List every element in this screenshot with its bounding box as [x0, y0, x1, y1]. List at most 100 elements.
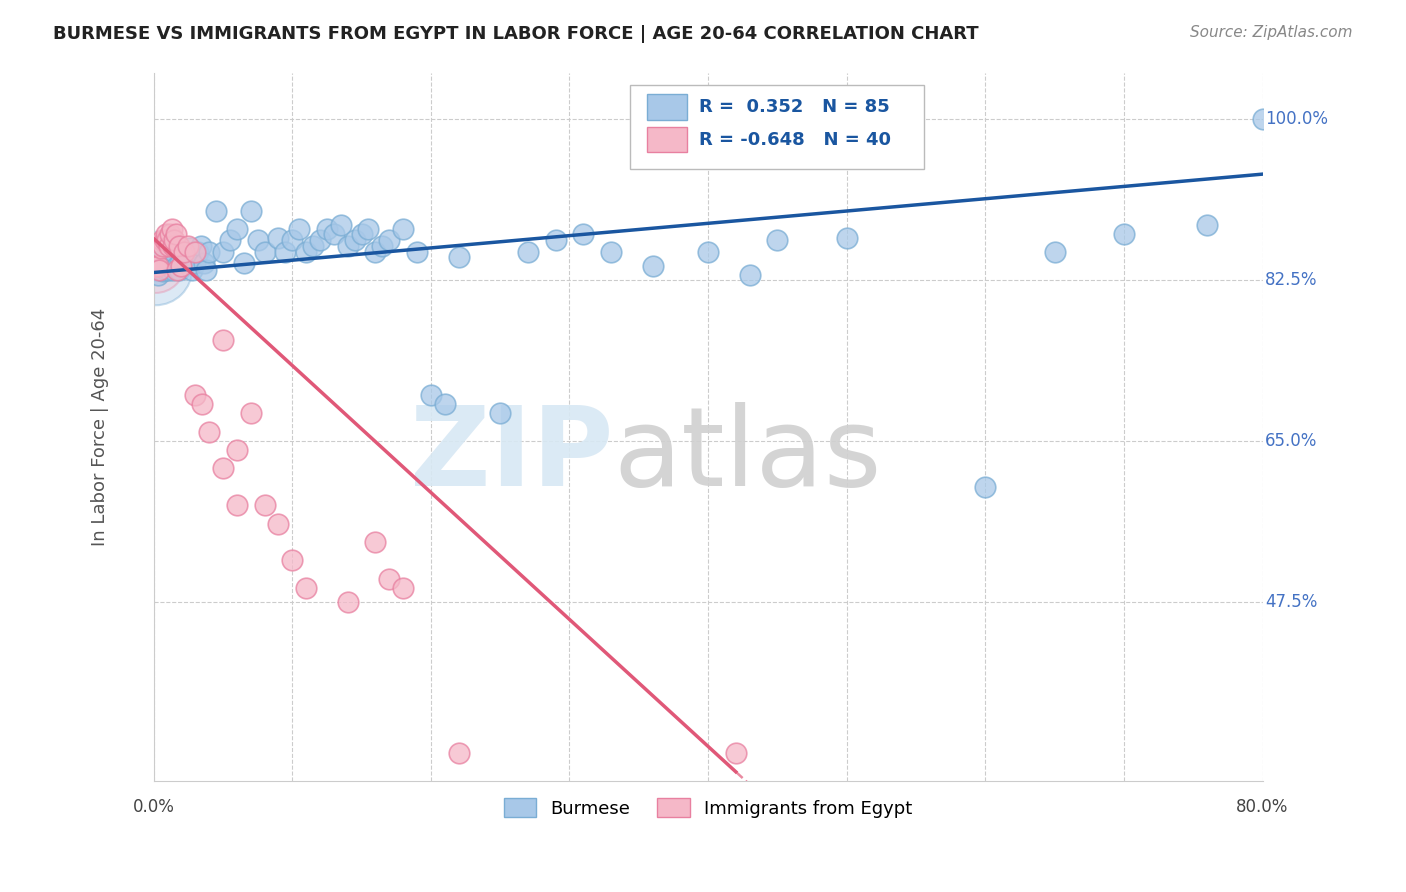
Point: [150, 260, 173, 275]
Text: Source: ZipAtlas.com: Source: ZipAtlas.com: [1189, 25, 1353, 40]
Text: 100.0%: 100.0%: [1265, 110, 1327, 128]
Point: [145, 262, 167, 277]
Point: [148, 262, 170, 277]
Point: [225, 442, 247, 457]
Text: 47.5%: 47.5%: [1265, 592, 1317, 611]
Point: [253, 245, 276, 260]
Point: [378, 572, 401, 586]
Point: [156, 233, 179, 247]
Point: [156, 257, 179, 271]
Point: [1043, 245, 1066, 260]
Point: [166, 262, 188, 277]
Point: [419, 388, 441, 402]
Point: [281, 233, 304, 247]
Point: [184, 388, 207, 402]
Point: [187, 245, 209, 260]
Point: [1197, 218, 1219, 232]
Point: [288, 222, 311, 236]
Point: [145, 259, 167, 273]
Point: [274, 245, 297, 260]
Point: [165, 227, 187, 241]
Text: ZIP: ZIP: [411, 401, 614, 508]
Point: [159, 256, 181, 270]
FancyBboxPatch shape: [647, 95, 688, 120]
Text: 80.0%: 80.0%: [1236, 797, 1289, 815]
Point: [246, 233, 269, 247]
Point: [600, 245, 623, 260]
Point: [1251, 112, 1274, 126]
Point: [329, 218, 352, 232]
Point: [143, 260, 166, 275]
Point: [371, 239, 394, 253]
Point: [357, 222, 380, 236]
Point: [544, 233, 567, 247]
Point: [165, 239, 187, 253]
Point: [149, 262, 172, 277]
Point: [160, 222, 183, 236]
Point: [302, 239, 325, 253]
Text: R = -0.648   N = 40: R = -0.648 N = 40: [699, 130, 891, 149]
Point: [169, 256, 191, 270]
Point: [190, 239, 212, 253]
Point: [364, 245, 387, 260]
Point: [641, 259, 664, 273]
Point: [152, 239, 174, 253]
Point: [447, 250, 470, 264]
Point: [267, 516, 290, 531]
Point: [157, 260, 180, 274]
Point: [198, 245, 221, 260]
Point: [724, 747, 747, 761]
Point: [295, 581, 318, 595]
Point: [281, 553, 304, 567]
Point: [170, 259, 193, 273]
Point: [378, 233, 401, 247]
Point: [322, 227, 344, 241]
Point: [170, 259, 193, 273]
Text: atlas: atlas: [614, 401, 883, 508]
Point: [239, 203, 262, 218]
Point: [253, 498, 276, 512]
Point: [392, 581, 415, 595]
Point: [835, 231, 858, 245]
Point: [152, 263, 174, 277]
Point: [267, 231, 290, 245]
Point: [309, 233, 332, 247]
Point: [193, 256, 215, 270]
Point: [148, 260, 170, 275]
Point: [350, 227, 373, 241]
Point: [392, 222, 415, 236]
Point: [143, 256, 166, 270]
Point: [212, 461, 235, 475]
Point: [343, 233, 366, 247]
Point: [155, 227, 177, 241]
Point: [225, 498, 247, 512]
Legend: Burmese, Immigrants from Egypt: Burmese, Immigrants from Egypt: [496, 791, 920, 825]
Point: [225, 222, 247, 236]
Point: [163, 233, 186, 247]
Point: [195, 262, 218, 277]
Point: [157, 239, 180, 253]
Point: [184, 256, 207, 270]
Point: [155, 256, 177, 270]
Point: [697, 245, 720, 260]
Point: [152, 259, 174, 273]
Point: [1112, 227, 1135, 241]
Point: [149, 241, 172, 255]
Point: [146, 254, 169, 268]
Point: [163, 245, 186, 260]
Point: [212, 245, 235, 260]
Text: 65.0%: 65.0%: [1265, 432, 1317, 450]
Point: [316, 222, 339, 236]
Point: [167, 262, 190, 277]
Point: [766, 233, 789, 247]
Point: [974, 480, 997, 494]
Point: [364, 535, 387, 549]
FancyBboxPatch shape: [647, 127, 688, 153]
Point: [336, 595, 359, 609]
Point: [433, 397, 456, 411]
Point: [148, 255, 170, 269]
Point: [198, 425, 221, 439]
Point: [184, 245, 207, 260]
Point: [153, 260, 176, 275]
Point: [295, 245, 318, 260]
